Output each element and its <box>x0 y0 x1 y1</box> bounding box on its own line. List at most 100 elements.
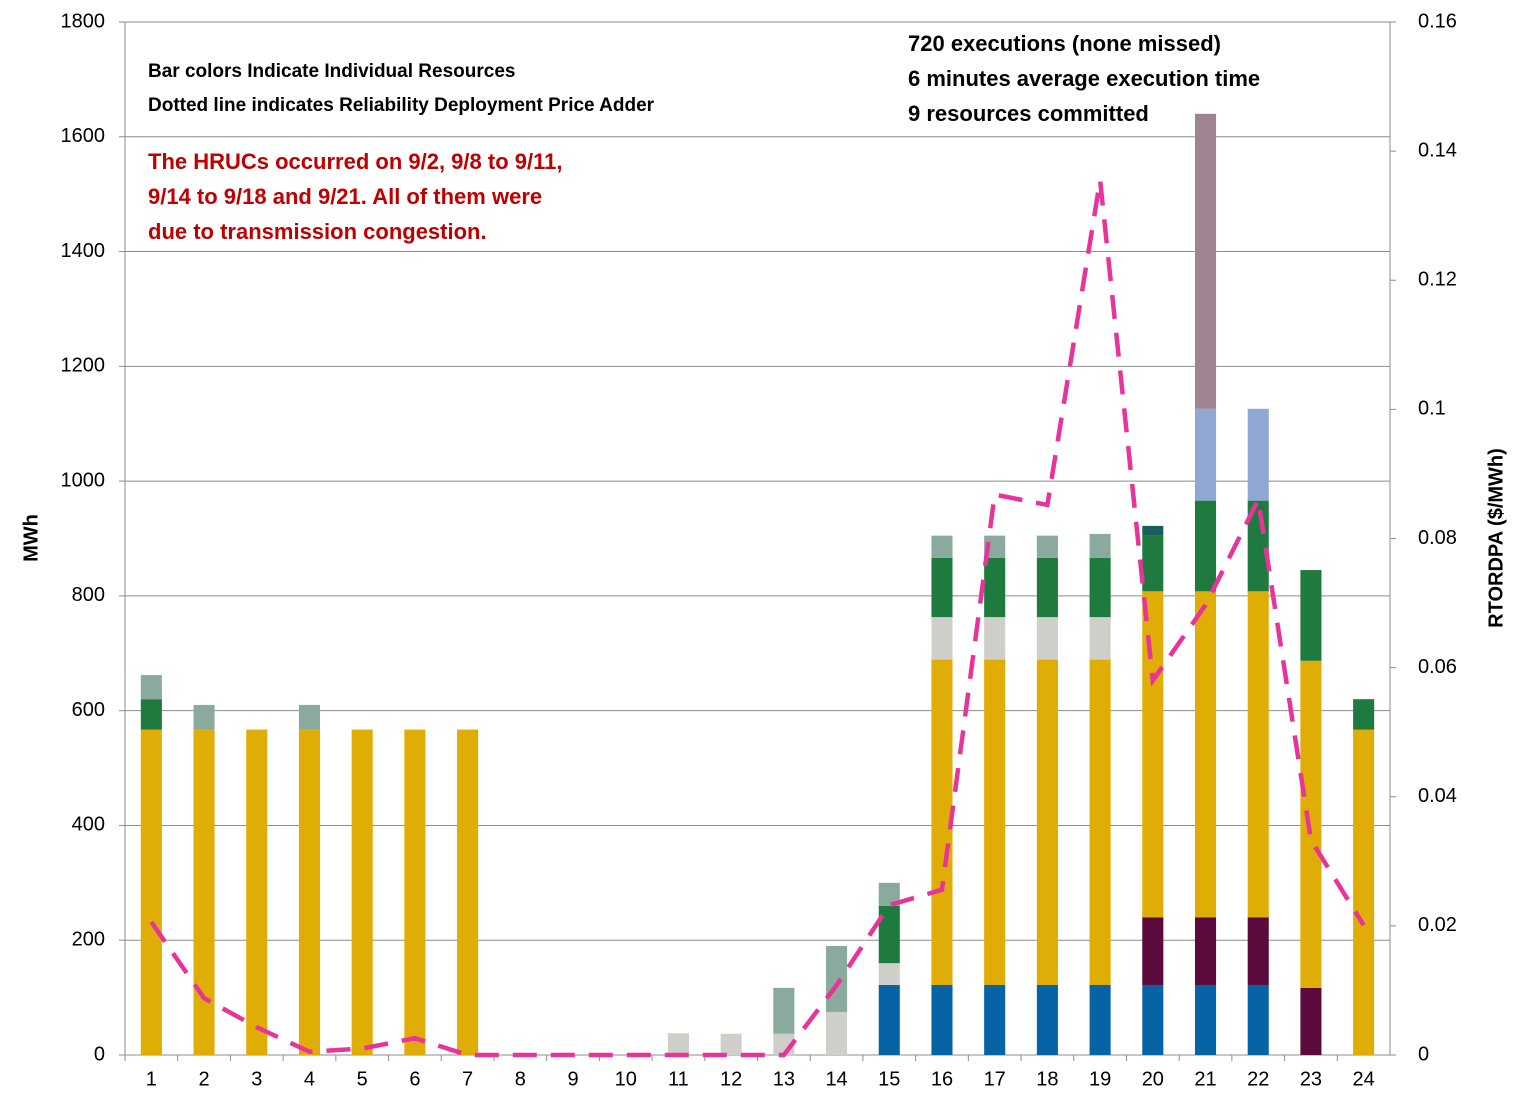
bar-segment <box>667 1033 689 1055</box>
y-tick-label: 1000 <box>61 469 106 491</box>
x-tick-label: 18 <box>1036 1068 1058 1090</box>
bar-segment <box>931 558 953 618</box>
x-tick-label: 10 <box>615 1068 637 1090</box>
bar-segment <box>1194 984 1217 1055</box>
y-axis-label: MWh <box>20 514 42 562</box>
bar-segment <box>1036 617 1058 660</box>
x-tick-label: 4 <box>304 1068 315 1090</box>
bar-segment <box>1036 984 1058 1055</box>
y2-tick-label: 0.1 <box>1418 398 1446 420</box>
x-tick-label: 23 <box>1300 1068 1322 1090</box>
y-tick-label: 200 <box>72 929 105 951</box>
bar-segment <box>931 659 953 985</box>
bar-segment <box>1300 987 1322 1055</box>
bar-segment <box>773 987 795 1034</box>
bar-segment <box>1194 500 1217 592</box>
x-tick-label: 14 <box>825 1068 847 1090</box>
y2-tick-label: 0 <box>1418 1043 1429 1065</box>
bar-segment <box>931 984 953 1055</box>
bar-segment <box>1194 917 1217 985</box>
bar-segment <box>1089 617 1111 660</box>
bar-segment <box>878 905 900 964</box>
bar-segment <box>931 535 953 559</box>
bar-segment <box>1142 535 1164 592</box>
x-tick-label: 1 <box>146 1068 157 1090</box>
y2-tick-label: 0.06 <box>1418 656 1457 678</box>
x-tick-label: 11 <box>668 1068 689 1090</box>
bar-segment <box>826 1011 848 1055</box>
y2-axis-label: RTORDPA ($/MWh) <box>1485 448 1507 628</box>
bar-segment <box>1142 525 1164 536</box>
x-tick-label: 24 <box>1353 1068 1375 1090</box>
bar-segment <box>1247 591 1269 918</box>
bar-segment <box>1036 558 1058 618</box>
annotation: 9/14 to 9/18 and 9/21. All of them were <box>148 184 542 209</box>
bar-segment <box>1089 984 1111 1055</box>
x-tick-label: 2 <box>199 1068 210 1090</box>
x-tick-label: 17 <box>984 1068 1006 1090</box>
y-tick-label: 1400 <box>61 240 106 262</box>
x-tick-label: 16 <box>931 1068 953 1090</box>
bar-segment <box>298 704 321 730</box>
bar-segment <box>931 617 953 660</box>
bar-segment <box>878 882 900 906</box>
bar-segment <box>404 729 426 1055</box>
bar-segment <box>140 699 162 730</box>
bar-segment <box>193 729 215 1055</box>
y-tick-label: 400 <box>72 814 105 836</box>
bar-segment <box>1089 659 1111 985</box>
y2-tick-label: 0.14 <box>1418 139 1457 161</box>
bar-segment <box>140 675 162 700</box>
x-tick-label: 6 <box>409 1068 420 1090</box>
bar-segment <box>1036 659 1058 985</box>
y2-tick-label: 0.08 <box>1418 527 1457 549</box>
bar-segment <box>1194 113 1217 409</box>
y-tick-label: 1800 <box>61 10 106 32</box>
bar-segment <box>246 729 268 1055</box>
y2-tick-label: 0.02 <box>1418 914 1457 936</box>
bar-segment <box>1247 984 1269 1055</box>
annotation: Bar colors Indicate Individual Resources <box>148 61 515 82</box>
annotation: Dotted line indicates Reliability Deploy… <box>148 95 655 116</box>
x-tick-label: 7 <box>462 1068 473 1090</box>
bar-segment <box>1089 558 1111 618</box>
x-tick-label: 9 <box>567 1068 578 1090</box>
bar-segment <box>826 945 848 1012</box>
y-tick-label: 1200 <box>61 355 106 377</box>
y2-tick-label: 0.12 <box>1418 269 1457 291</box>
x-tick-label: 21 <box>1194 1068 1216 1090</box>
bar-segment <box>1142 591 1164 918</box>
x-tick-label: 12 <box>720 1068 742 1090</box>
bar-segment <box>1142 984 1164 1055</box>
bar-segment <box>1247 917 1269 985</box>
bar-segment <box>1300 570 1322 661</box>
annotation: 6 minutes average execution time <box>908 66 1260 91</box>
bar-segment <box>1353 729 1375 1055</box>
y-tick-label: 0 <box>94 1043 105 1065</box>
bar-segment <box>878 984 900 1055</box>
bar-segment <box>1194 591 1217 918</box>
bar-segment <box>1300 660 1322 988</box>
x-tick-label: 8 <box>515 1068 526 1090</box>
x-tick-label: 3 <box>251 1068 262 1090</box>
annotation: due to transmission congestion. <box>148 219 487 244</box>
bar-segment <box>1247 408 1269 501</box>
annotation: 720 executions (none missed) <box>908 31 1221 56</box>
x-tick-label: 20 <box>1142 1068 1164 1090</box>
x-tick-label: 13 <box>773 1068 795 1090</box>
bar-segment <box>140 729 162 1055</box>
y2-tick-label: 0.04 <box>1418 785 1457 807</box>
bar-segment <box>984 984 1006 1055</box>
bar-segment <box>1353 699 1375 730</box>
y-tick-label: 600 <box>72 699 105 721</box>
y-tick-label: 800 <box>72 584 105 606</box>
bar-segment <box>1142 917 1164 985</box>
bar-segment <box>457 729 479 1055</box>
y2-tick-label: 0.16 <box>1418 10 1457 32</box>
line-series <box>149 179 1366 1058</box>
bar-segment <box>984 558 1006 618</box>
bar-segment <box>984 659 1006 985</box>
bar-segment <box>1036 535 1058 559</box>
bar-segment <box>720 1033 742 1055</box>
